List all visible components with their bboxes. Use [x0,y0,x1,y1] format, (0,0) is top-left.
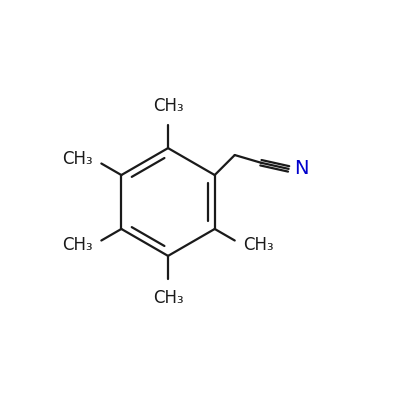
Text: CH₃: CH₃ [62,150,93,168]
Text: CH₃: CH₃ [62,236,93,254]
Text: CH₃: CH₃ [153,289,183,307]
Text: N: N [294,159,309,178]
Text: CH₃: CH₃ [153,97,183,115]
Text: CH₃: CH₃ [243,236,274,254]
